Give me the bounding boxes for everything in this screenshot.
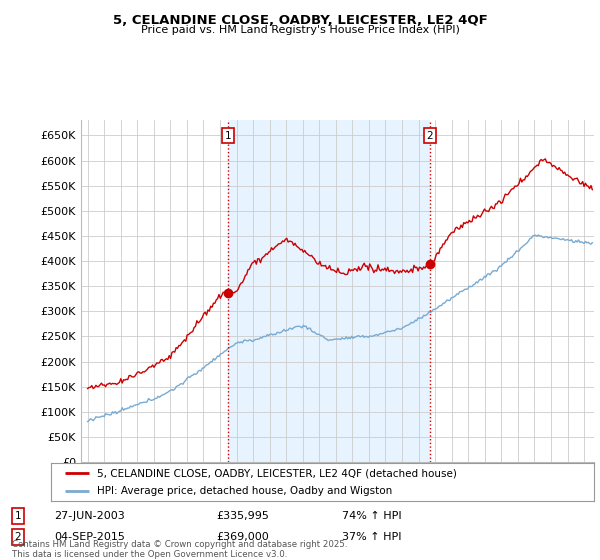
Text: 2: 2: [427, 131, 433, 141]
Text: 5, CELANDINE CLOSE, OADBY, LEICESTER, LE2 4QF: 5, CELANDINE CLOSE, OADBY, LEICESTER, LE…: [113, 14, 487, 27]
Text: 74% ↑ HPI: 74% ↑ HPI: [342, 511, 401, 521]
Text: HPI: Average price, detached house, Oadby and Wigston: HPI: Average price, detached house, Oadb…: [97, 486, 392, 496]
Text: 2: 2: [14, 532, 22, 542]
Text: £369,000: £369,000: [216, 532, 269, 542]
Text: 1: 1: [14, 511, 22, 521]
Text: 27-JUN-2003: 27-JUN-2003: [54, 511, 125, 521]
Bar: [228, 120, 430, 462]
Text: 1: 1: [225, 131, 232, 141]
Text: £335,995: £335,995: [216, 511, 269, 521]
Text: 04-SEP-2015: 04-SEP-2015: [54, 532, 125, 542]
Text: Price paid vs. HM Land Registry's House Price Index (HPI): Price paid vs. HM Land Registry's House …: [140, 25, 460, 35]
Text: 5, CELANDINE CLOSE, OADBY, LEICESTER, LE2 4QF (detached house): 5, CELANDINE CLOSE, OADBY, LEICESTER, LE…: [97, 468, 457, 478]
Text: Contains HM Land Registry data © Crown copyright and database right 2025.
This d: Contains HM Land Registry data © Crown c…: [12, 539, 347, 559]
Text: 37% ↑ HPI: 37% ↑ HPI: [342, 532, 401, 542]
